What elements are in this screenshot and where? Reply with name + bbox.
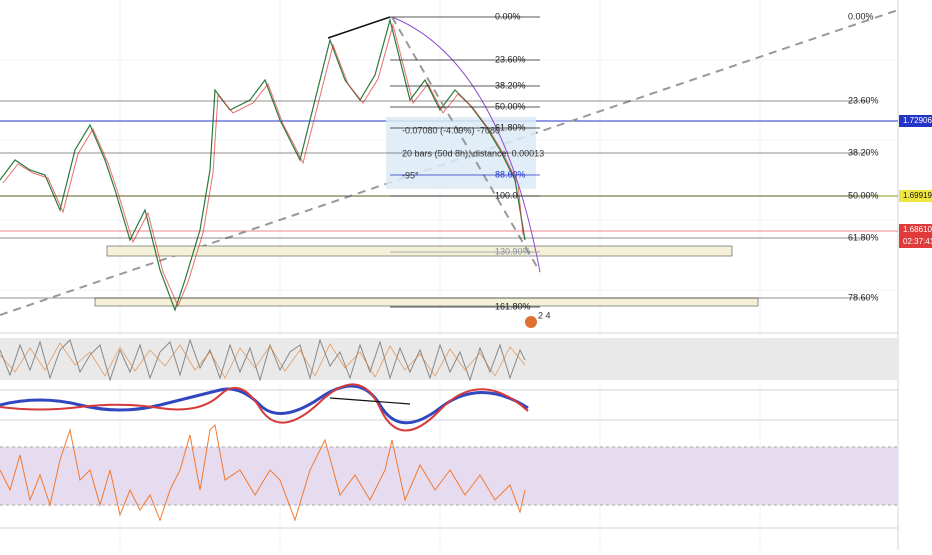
price-tag-label: 1.69919: [903, 191, 932, 200]
histogram-red: [0, 383, 529, 432]
fib-label: 38.20%: [848, 147, 879, 157]
fib-label: 50.00%: [495, 101, 526, 111]
oscillator-line: [0, 338, 526, 382]
price-tag: [899, 236, 932, 248]
zone-rect: [106, 245, 733, 257]
rsi-line: [0, 423, 526, 522]
rsi-band: [0, 447, 898, 505]
trend-line: [327, 16, 391, 39]
fib-label: 0.00%: [848, 11, 874, 21]
measure-label: -0.07080 (-4.09%) -7080: [402, 125, 500, 135]
price-tag-label: 1.68610: [903, 225, 932, 234]
fib-label: 0.00%: [495, 11, 521, 21]
trend-line: [391, 16, 541, 273]
price-series-down: [2, 23, 524, 308]
fib-arc: [391, 16, 541, 273]
divergence-line: [329, 397, 411, 405]
oscillator-signal: [0, 342, 526, 379]
oscillator-band: [0, 338, 898, 380]
trend-line: [0, 9, 899, 316]
fib-label: 100.0: [495, 190, 518, 200]
price-tag-label: 02:37:41: [903, 237, 932, 246]
marker-label: 2 4: [538, 310, 551, 320]
annotations: 0.00% 23.60% 38.20% 50.00% 61.80% 78.60% 0.00%…: [0, 11, 932, 311]
measure-label: -95°: [402, 170, 419, 180]
fib-label: 50.00%: [848, 190, 879, 200]
fib-label: 38.20%: [495, 80, 526, 90]
fib-label: 23.60%: [848, 95, 879, 105]
price-tag-label: 1.72906: [903, 116, 932, 125]
fib-label: 23.60%: [495, 54, 526, 64]
price-tag: [899, 115, 932, 127]
fib-label: 161.80%: [495, 301, 531, 311]
event-marker[interactable]: [525, 316, 537, 328]
fib-label: 61.80%: [495, 122, 526, 132]
histogram-blue: [0, 384, 529, 425]
fib-label: 78.60%: [848, 292, 879, 302]
measure-label: 20 bars (50d 8h), distance: 0.00013: [402, 148, 544, 158]
price-tag: [899, 224, 932, 236]
fib-label: 130.90%: [495, 246, 531, 256]
fib-label: 61.80%: [848, 232, 879, 242]
price-tag: [899, 190, 932, 202]
fib-label: 88.60%: [495, 169, 526, 179]
zone-rect: [94, 297, 759, 307]
price-series: [0, 17, 526, 312]
